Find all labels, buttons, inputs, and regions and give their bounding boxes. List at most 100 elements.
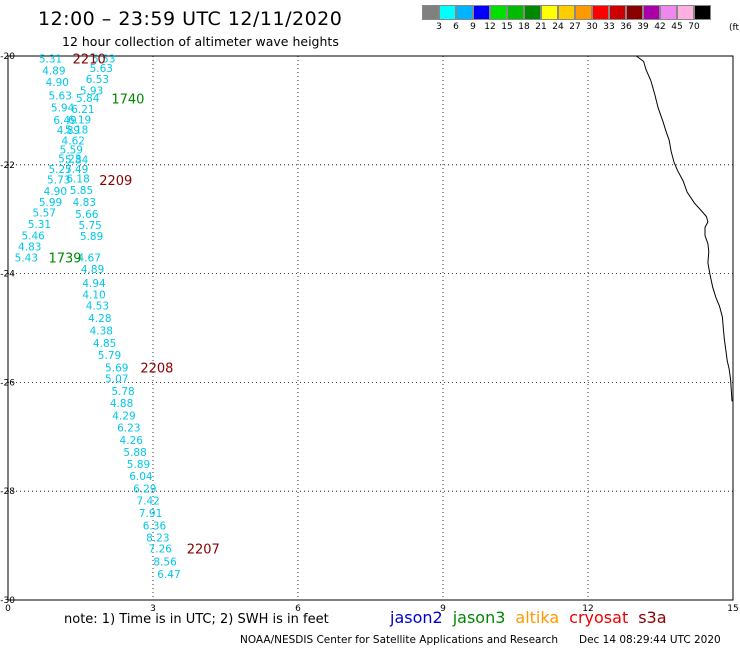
footnote: note: 1) Time is in UTC; 2) SWH is in fe…	[64, 612, 329, 627]
swh-value-label: 5.31	[39, 54, 62, 66]
coastline	[636, 55, 733, 402]
swh-value-label: 5.63	[90, 63, 113, 75]
legend-swatch	[609, 5, 626, 20]
lon-tick-label: 3	[150, 604, 156, 614]
generated-timestamp: Dec 14 08:29:44 UTC 2020	[579, 634, 721, 646]
swh-value-label: 4.94	[82, 278, 106, 290]
swh-value-label: 4.89	[42, 66, 65, 78]
swh-value-label: 6.19	[68, 115, 91, 127]
swh-value-label: 4.67	[78, 252, 101, 264]
legend-tick-label: 6	[453, 22, 459, 32]
legend-tick-label: 36	[620, 22, 632, 32]
swh-value-label: 4.85	[93, 338, 116, 350]
legend-swatch	[694, 5, 711, 20]
lon-tick-label: 12	[582, 604, 593, 614]
swh-value-label: 5.89	[127, 459, 150, 471]
swh-value-label: 4.26	[120, 435, 144, 447]
legend-swatch	[473, 5, 490, 20]
legend-unit: (ft)	[729, 23, 740, 33]
legend-tick-label: 39	[637, 22, 649, 32]
swh-value-label: 6.36	[143, 520, 167, 532]
legend-swatches	[422, 5, 711, 20]
swh-value-label: 5.59	[60, 145, 83, 157]
swh-value-label: 5.85	[70, 185, 93, 197]
lon-tick-label: 0	[5, 604, 11, 614]
map-frame	[7, 55, 734, 601]
swh-value-label: 4.89	[81, 264, 104, 276]
swh-value-label: 5.78	[111, 386, 134, 398]
swh-value-label: 7.91	[139, 508, 162, 520]
legend-swatch	[507, 5, 524, 20]
swh-value-label: 6.21	[71, 104, 94, 116]
satellite-legend-cryosat: cryosat	[569, 608, 629, 627]
swh-value-label: 5.75	[78, 220, 101, 232]
swh-value-label: 4.89	[57, 125, 80, 137]
pass-time-label: 1739	[48, 251, 81, 266]
satellite-legend-altika: altika	[515, 608, 560, 627]
legend-swatch	[626, 5, 643, 20]
legend-tick-label: 70	[688, 22, 700, 32]
lat-tick-label: -22	[0, 161, 15, 171]
legend-tick-label: 21	[535, 22, 547, 32]
legend-swatch	[490, 5, 507, 20]
swh-value-label: 4.90	[46, 77, 69, 89]
map-grid	[7, 55, 734, 601]
swh-value-label: 7.42	[136, 495, 159, 507]
satellite-legend: jason2 jason3 altika cryosat s3a	[390, 608, 677, 627]
swh-value-label: 5.93	[80, 85, 103, 97]
swh-values: 5.31 5.534.89 5.636.534.905.935.63 5.845.94…	[15, 54, 181, 581]
swh-value-label: 4.53	[86, 301, 109, 313]
swh-value-label: 5.07	[105, 374, 128, 386]
pass-time-label: 2207	[187, 542, 220, 557]
swh-value-label: 4.90	[44, 186, 67, 198]
credit-line: NOAA/NESDIS Center for Satellite Applica…	[240, 634, 558, 646]
legend-swatch	[677, 5, 694, 20]
swh-value-label: 4.38	[90, 326, 113, 338]
swh-value-label: 7.26	[149, 543, 173, 555]
swh-value-label: 6.18	[66, 173, 89, 185]
legend-swatch	[575, 5, 592, 20]
satellite-legend-jason3: jason3	[452, 608, 506, 627]
swh-value-label: 5.66	[75, 209, 99, 221]
lon-tick-label: 9	[440, 604, 446, 614]
pass-time-label: 2208	[140, 362, 173, 377]
swh-value-label: 5.89	[80, 231, 103, 243]
lon-tick-label: 6	[295, 604, 301, 614]
pass-time-labels: 2210 1740 2209 1739 2208 2207	[48, 53, 219, 558]
swh-value-label: 8.56	[153, 556, 177, 568]
satellite-legend-s3a: s3a	[638, 608, 667, 627]
swh-value-label: 5.31	[28, 219, 51, 231]
legend-tick-label: 9	[470, 22, 476, 32]
swh-value-label: 5.88	[123, 447, 146, 459]
legend-swatch	[541, 5, 558, 20]
swh-value-label: 5.43	[15, 252, 38, 264]
axis-tick-labels: 0 3 6 9 12 15 -20 -22 -24 -26 -28 -30	[0, 52, 738, 614]
swh-value-label: 6.49	[53, 115, 76, 127]
swh-value-label: 5.63	[49, 91, 72, 103]
swh-value-label: 6.47	[157, 569, 180, 581]
swh-value-label: 6.04	[129, 471, 153, 483]
pass-time-label: 2209	[99, 174, 132, 189]
map-title: 12:00 – 23:59 UTC 12/11/2020	[38, 8, 343, 30]
swh-value-label: 4.83	[73, 197, 96, 209]
legend-tick-label: 42	[654, 22, 666, 32]
legend-tick-label: 33	[603, 22, 615, 32]
coastline-path	[636, 55, 733, 402]
swh-value-label: 6.29	[133, 483, 156, 495]
legend-labels: 3 6 9 12 15 18 21 24 27 30 33 36 39 42 45 70	[422, 20, 711, 34]
swh-value-label: 5.84	[65, 154, 89, 166]
swh-value-label: 5.99	[39, 197, 62, 209]
legend-tick-label: 15	[501, 22, 513, 32]
lon-tick-label: 15	[727, 604, 738, 614]
map-subtitle: 12 hour collection of altimeter wave hei…	[62, 34, 339, 49]
swh-value-label: 4.62	[62, 135, 85, 147]
pass-time-label: 1740	[111, 92, 144, 107]
swh-value-label: 4.10	[82, 289, 105, 301]
swh-value-label: 6.53	[86, 74, 109, 86]
swh-value-label: 5.23	[58, 153, 81, 165]
pass-time-label: 2210	[73, 53, 106, 68]
swh-value-label: 8.23	[146, 532, 169, 544]
satellite-legend-jason2: jason2	[390, 608, 443, 627]
swh-value-label: 5.57	[33, 208, 56, 220]
